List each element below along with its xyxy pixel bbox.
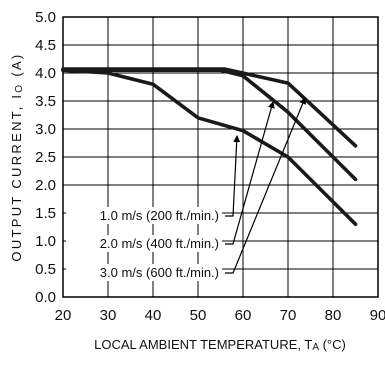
leader-arrow-1 [225, 135, 241, 217]
y-tick-label: 3.0 [35, 121, 56, 138]
y-tick-label: 1.0 [35, 233, 56, 250]
x-tick-label: 20 [55, 307, 72, 324]
leader-arrow-2 [225, 101, 275, 245]
series-label-bg [66, 235, 222, 252]
x-axis-label: LOCAL AMBIENT TEMPERATURE, TA (°C) [94, 337, 346, 353]
series-line-2 [61, 68, 358, 182]
series-label-1: 1.0 m/s (200 ft./min.) [100, 208, 219, 223]
leader-arrow-3 [225, 97, 306, 274]
x-tick-label: 30 [100, 307, 117, 324]
x-tick-label: 50 [190, 307, 207, 324]
series-line-1 [61, 68, 358, 226]
x-tick-label: 80 [325, 307, 342, 324]
y-tick-label: 1.5 [35, 205, 56, 222]
series-label-bg [66, 207, 222, 224]
x-tick-label: 90 [370, 307, 385, 324]
y-tick-label: 5.0 [35, 9, 56, 26]
y-tick-label: 4.5 [35, 37, 56, 54]
x-tick-labels: 20 30 40 50 60 70 80 90 [55, 307, 385, 324]
series-callouts: 1.0 m/s (200 ft./min.) 2.0 m/s (400 ft./m… [66, 97, 306, 281]
x-tick-label: 60 [235, 307, 252, 324]
plot-frame [62, 16, 379, 298]
x-tick-label: 40 [145, 307, 162, 324]
y-tick-labels: 0.0 0.5 1.0 1.5 2.0 2.5 3.0 3.5 4.0 4.5 5.0 [35, 9, 56, 306]
series-label-3: 3.0 m/s (600 ft./min.) [100, 265, 219, 280]
y-tick-label: 3.5 [35, 93, 56, 110]
x-tick-label: 70 [280, 307, 297, 324]
y-tick-label: 2.5 [35, 149, 56, 166]
y-axis-label: OUTPUT CURRENT, IO (A) [9, 52, 25, 261]
series-label-2: 2.0 m/s (400 ft./min.) [100, 236, 219, 251]
series-line-3 [61, 67, 358, 148]
y-tick-label: 4.0 [35, 65, 56, 82]
y-tick-label: 0.0 [35, 289, 56, 306]
series-label-bg [66, 264, 222, 281]
y-tick-label: 2.0 [35, 177, 56, 194]
series-lines [61, 67, 358, 226]
y-tick-label: 0.5 [35, 261, 56, 278]
